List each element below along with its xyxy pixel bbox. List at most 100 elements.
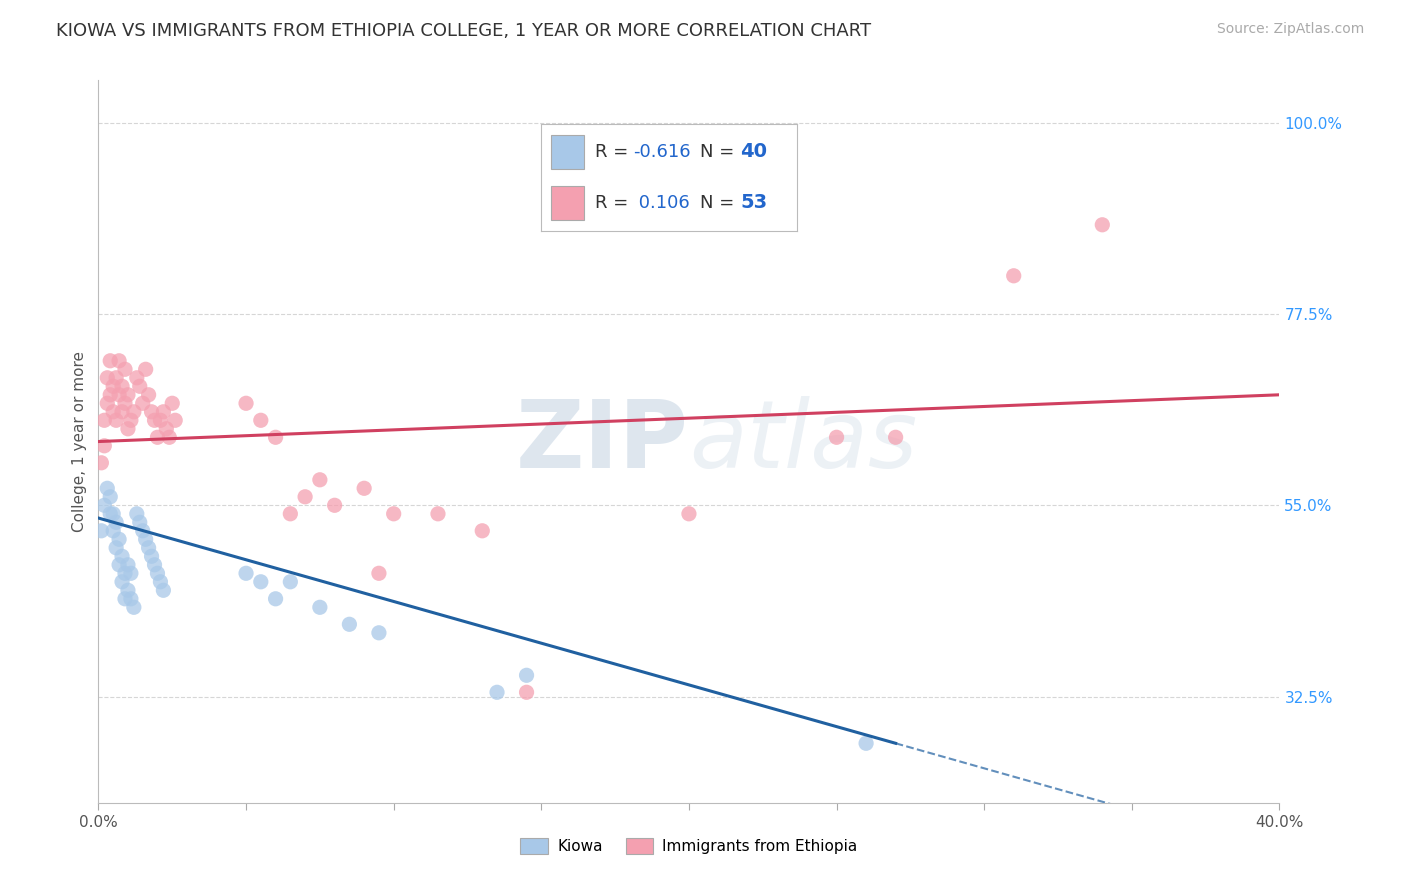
Point bbox=[114, 566, 136, 581]
Point bbox=[825, 430, 848, 444]
Point bbox=[143, 558, 166, 572]
Point bbox=[135, 362, 157, 376]
Point bbox=[382, 507, 405, 521]
Point bbox=[117, 388, 139, 402]
Point bbox=[516, 685, 538, 699]
FancyBboxPatch shape bbox=[551, 186, 585, 220]
Point bbox=[103, 524, 125, 538]
Point bbox=[143, 413, 166, 427]
Point bbox=[1002, 268, 1025, 283]
Text: N =: N = bbox=[700, 143, 740, 161]
Point bbox=[149, 413, 172, 427]
Point bbox=[138, 388, 160, 402]
Point bbox=[280, 574, 302, 589]
Point bbox=[678, 507, 700, 521]
Point bbox=[149, 574, 172, 589]
Point bbox=[105, 371, 128, 385]
Point bbox=[98, 507, 121, 521]
Point bbox=[96, 371, 118, 385]
Point bbox=[93, 439, 115, 453]
Point bbox=[309, 600, 332, 615]
Point bbox=[165, 413, 187, 427]
Text: R =: R = bbox=[595, 194, 634, 212]
Point bbox=[111, 549, 134, 564]
Point bbox=[93, 413, 115, 427]
Point bbox=[90, 524, 112, 538]
Text: R =: R = bbox=[595, 143, 634, 161]
Point bbox=[108, 388, 131, 402]
Point bbox=[368, 625, 391, 640]
Point bbox=[132, 396, 155, 410]
Point bbox=[128, 379, 150, 393]
Point bbox=[235, 566, 257, 581]
Point bbox=[125, 371, 148, 385]
Point bbox=[339, 617, 361, 632]
Point bbox=[114, 396, 136, 410]
Point bbox=[103, 507, 125, 521]
Point bbox=[855, 736, 877, 750]
Point bbox=[120, 591, 142, 606]
Point bbox=[162, 396, 183, 410]
Point bbox=[280, 507, 302, 521]
Point bbox=[884, 430, 907, 444]
Point bbox=[93, 498, 115, 512]
Point bbox=[105, 516, 128, 530]
Point bbox=[117, 558, 139, 572]
Text: 0.106: 0.106 bbox=[633, 194, 690, 212]
Point bbox=[235, 396, 257, 410]
Text: KIOWA VS IMMIGRANTS FROM ETHIOPIA COLLEGE, 1 YEAR OR MORE CORRELATION CHART: KIOWA VS IMMIGRANTS FROM ETHIOPIA COLLEG… bbox=[56, 22, 872, 40]
Point bbox=[128, 516, 150, 530]
Point bbox=[105, 541, 128, 555]
Text: Source: ZipAtlas.com: Source: ZipAtlas.com bbox=[1216, 22, 1364, 37]
Point bbox=[294, 490, 316, 504]
Point bbox=[108, 353, 131, 368]
Point bbox=[98, 490, 121, 504]
Point bbox=[157, 430, 180, 444]
Point bbox=[105, 413, 128, 427]
Legend: Kiowa, Immigrants from Ethiopia: Kiowa, Immigrants from Ethiopia bbox=[515, 832, 863, 860]
Point bbox=[152, 405, 174, 419]
Point bbox=[141, 549, 163, 564]
Point bbox=[264, 591, 287, 606]
Point bbox=[138, 541, 160, 555]
Point bbox=[135, 533, 157, 547]
Point bbox=[141, 405, 163, 419]
Point bbox=[103, 379, 125, 393]
Point bbox=[111, 379, 134, 393]
Point bbox=[108, 558, 131, 572]
Text: atlas: atlas bbox=[689, 396, 917, 487]
Point bbox=[96, 481, 118, 495]
Text: ZIP: ZIP bbox=[516, 395, 689, 488]
Point bbox=[90, 456, 112, 470]
Point bbox=[111, 405, 134, 419]
Point bbox=[486, 685, 509, 699]
Point bbox=[96, 396, 118, 410]
Point bbox=[155, 422, 177, 436]
Point bbox=[122, 405, 145, 419]
Point bbox=[264, 430, 287, 444]
Point bbox=[108, 533, 131, 547]
Point bbox=[120, 566, 142, 581]
Point bbox=[125, 507, 148, 521]
Text: 53: 53 bbox=[741, 194, 768, 212]
Point bbox=[103, 405, 125, 419]
Point bbox=[353, 481, 375, 495]
Point bbox=[368, 566, 391, 581]
Point bbox=[1091, 218, 1114, 232]
FancyBboxPatch shape bbox=[551, 135, 585, 169]
Text: 40: 40 bbox=[741, 143, 768, 161]
Point bbox=[98, 388, 121, 402]
Point bbox=[117, 422, 139, 436]
Point bbox=[114, 362, 136, 376]
Point bbox=[250, 413, 273, 427]
Point bbox=[114, 591, 136, 606]
Point bbox=[146, 566, 169, 581]
Point bbox=[309, 473, 332, 487]
Point bbox=[516, 668, 538, 682]
Point bbox=[146, 430, 169, 444]
Point bbox=[471, 524, 494, 538]
Point bbox=[122, 600, 145, 615]
Point bbox=[427, 507, 450, 521]
Point bbox=[111, 574, 134, 589]
Point bbox=[120, 413, 142, 427]
